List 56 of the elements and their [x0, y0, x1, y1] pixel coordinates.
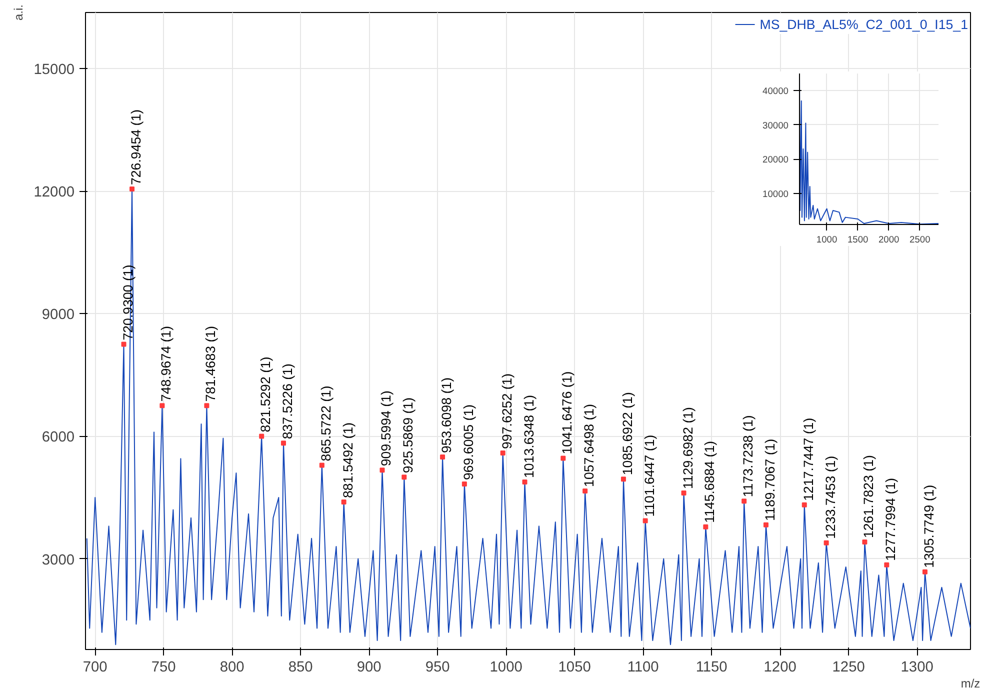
annotation: 726.9454 (1): [128, 109, 144, 186]
x-axis-title: m/z: [960, 676, 980, 690]
x-tick-label: 1000: [490, 660, 522, 676]
y-tick-label: 3000: [42, 552, 75, 568]
x-tick-label: 700: [82, 660, 108, 676]
x-tick-label: 1500: [847, 234, 868, 244]
annotation: 1233.7453 (1): [822, 456, 838, 539]
annotation: 1145.6884 (1): [702, 440, 718, 523]
annotation: 1057.6498 (1): [582, 404, 597, 487]
annotation: 720.9300 (1): [120, 264, 136, 340]
annotation: 925.5869 (1): [400, 397, 416, 474]
y-tick-label: 40000: [762, 86, 789, 96]
annotation: 909.5994 (1): [378, 390, 394, 466]
annotation: 837.5226 (1): [280, 364, 295, 440]
y-tick-label: 12000: [34, 184, 75, 201]
legend-label: MS_DHB_AL5%_C2_001_0_I15_1: [760, 16, 968, 32]
y-tick-label: 15000: [34, 62, 75, 78]
annotation: 821.5292 (1): [258, 356, 274, 432]
y-tick-label: 10000: [762, 188, 789, 199]
x-tick-label: 1200: [764, 660, 796, 676]
x-tick-label: 1250: [832, 660, 865, 676]
annotation: 1041.6476 (1): [560, 371, 575, 454]
annotation: 997.6252 (1): [499, 373, 514, 449]
x-tick-label: 2500: [910, 234, 930, 244]
annotation: 1013.6348 (1): [521, 394, 536, 478]
annotation: 1189.7067 (1): [762, 438, 778, 521]
annotation: 781.4683 (1): [203, 326, 218, 402]
x-tick-label: 950: [425, 660, 450, 676]
annotation: 953.6098 (1): [439, 377, 454, 454]
annotation: 1129.6982 (1): [680, 406, 696, 490]
x-tick-label: 1100: [627, 660, 659, 676]
x-tick-label: 1300: [900, 660, 934, 676]
y-tick-label: 9000: [42, 307, 75, 324]
x-tick-label: 800: [220, 660, 244, 676]
annotation: 1085.6922 (1): [620, 392, 635, 476]
x-tick-label: 1150: [696, 660, 728, 676]
annotation: 748.9674 (1): [158, 326, 174, 402]
annotation: 1305.7749 (1): [921, 484, 936, 568]
y-axis-title: a.i.: [12, 4, 26, 21]
annotation: 1101.6447 (1): [642, 434, 657, 517]
annotation: 1173.7238 (1): [740, 415, 756, 498]
annotation: 881.5492 (1): [340, 422, 356, 498]
annotation: 1261.7823 (1): [861, 455, 876, 538]
x-tick-label: 900: [356, 660, 382, 676]
annotation: 865.5722 (1): [318, 386, 334, 462]
annotation: 1217.7447 (1): [800, 418, 816, 501]
annotation: 969.6005 (1): [460, 404, 476, 480]
x-tick-label: 1000: [816, 234, 838, 244]
x-tick-label: 750: [151, 660, 176, 676]
annotation: 1277.7994 (1): [883, 478, 898, 561]
x-tick-label: 850: [288, 660, 313, 676]
y-tick-label: 30000: [762, 120, 789, 130]
y-tick-label: 6000: [42, 430, 75, 446]
x-tick-label: 2000: [878, 234, 900, 244]
x-tick-label: 1050: [558, 660, 591, 676]
y-tick-label: 20000: [762, 154, 789, 165]
